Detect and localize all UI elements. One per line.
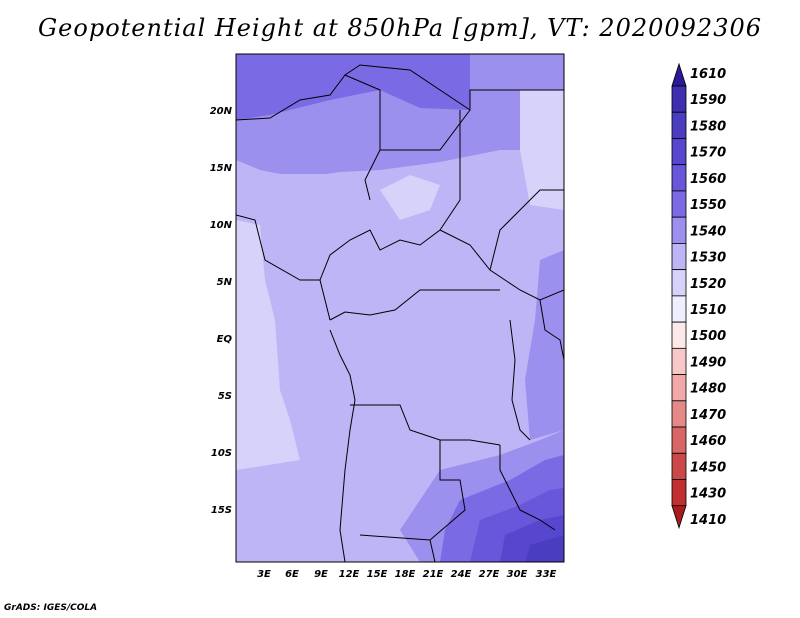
lon-label-12e: 12E (339, 569, 360, 580)
colorbar-segment (671, 452, 687, 480)
grads-credit: GrADS: IGES/COLA (4, 603, 98, 613)
lon-label-3e: 3E (257, 569, 271, 580)
colorbar-label: 1480 (690, 382, 726, 397)
colorbar-label: 1520 (690, 277, 726, 292)
lon-label-18e: 18E (395, 569, 416, 580)
lat-label-10n: 10N (210, 220, 233, 231)
lat-label-10s: 10S (211, 448, 232, 459)
colorbar-label: 1580 (690, 119, 726, 134)
lon-label-24e: 24E (451, 569, 472, 580)
colorbar-segment (671, 164, 687, 192)
colorbar-segment (671, 111, 687, 139)
lat-label-5n: 5N (217, 277, 233, 288)
colorbar-segment (671, 269, 687, 297)
colorbar-segment (671, 243, 687, 271)
lon-label-30e: 30E (507, 569, 528, 580)
lat-label-5s: 5S (218, 391, 232, 402)
country-borders (236, 64, 564, 562)
colorbar-label: 1470 (690, 408, 726, 423)
colorbar-segment (671, 426, 687, 454)
colorbar: 1610 1590 1580 1570 1560 1550 1540 1530 1520 1510… (671, 62, 726, 530)
colorbar-segment (671, 190, 687, 218)
lon-label-15e: 15E (367, 569, 388, 580)
figure-title: Geopotential Height at 850hPa [gpm], VT:… (38, 14, 762, 42)
colorbar-label: 1610 (690, 67, 726, 82)
colorbar-label: 1550 (690, 198, 726, 213)
colorbar-label: 1560 (690, 172, 726, 187)
field-east-1540 (525, 250, 564, 440)
colorbar-segment (671, 374, 687, 402)
colorbar-segment (671, 347, 687, 375)
latitude-axis: 20N 15N 10N 5N EQ 5S 10S 15S (210, 106, 233, 516)
colorbar-segment (671, 479, 687, 507)
colorbar-segment (671, 295, 687, 323)
colorbar-segment (671, 138, 687, 166)
colorbar-top-arrow (671, 62, 687, 87)
colorbar-segment (671, 216, 687, 244)
map-panel (236, 54, 564, 562)
field-ne-1520 (520, 90, 564, 210)
colorbar-label: 1540 (690, 224, 726, 239)
lat-label-15n: 15N (210, 163, 233, 174)
colorbar-bottom-arrow (671, 505, 687, 530)
map-frame (235, 53, 565, 563)
field-west-1520 (236, 220, 300, 470)
field-se-1580 (525, 535, 564, 562)
lat-label-eq: EQ (217, 334, 233, 345)
lat-label-15s: 15S (211, 505, 232, 516)
colorbar-label: 1590 (690, 93, 726, 108)
colorbar-label: 1450 (690, 460, 726, 475)
colorbar-segment (671, 85, 687, 113)
lon-label-27e: 27E (479, 569, 500, 580)
longitude-axis: 3E 6E 9E 12E 15E 18E 21E 24E 27E 30E 33E (257, 569, 556, 580)
colorbar-label: 1490 (690, 355, 726, 370)
lon-label-33e: 33E (536, 569, 557, 580)
lon-label-21e: 21E (423, 569, 444, 580)
colorbar-label: 1430 (690, 487, 726, 502)
lon-label-9e: 9E (314, 569, 328, 580)
colorbar-segment (671, 400, 687, 428)
colorbar-segment (671, 321, 687, 349)
lon-label-6e: 6E (285, 569, 299, 580)
colorbar-label: 1500 (690, 329, 726, 344)
lat-label-20n: 20N (210, 106, 233, 117)
field-band-1530 (236, 150, 564, 200)
colorbar-label: 1530 (690, 251, 726, 266)
colorbar-label: 1410 (690, 513, 726, 528)
colorbar-label: 1460 (690, 434, 726, 449)
colorbar-label: 1570 (690, 146, 726, 161)
field-central-1520 (380, 175, 440, 220)
colorbar-label: 1510 (690, 303, 726, 318)
